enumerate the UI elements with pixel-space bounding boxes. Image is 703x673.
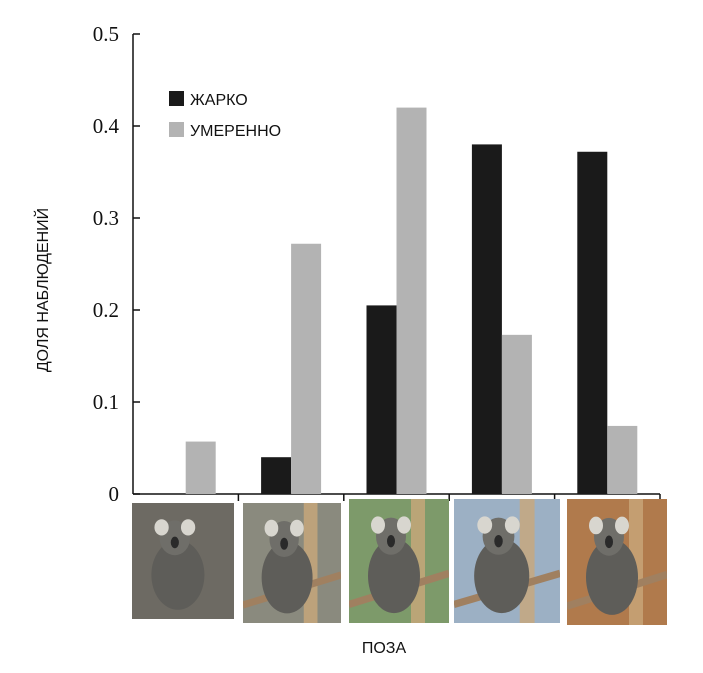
bars-group: [185, 107, 638, 494]
legend-swatch: [169, 122, 184, 137]
legend-label: УМЕРЕННО: [190, 123, 281, 140]
y-tick-label: 0.2: [93, 298, 119, 322]
koala-sitting-hunched-photo: [243, 503, 341, 623]
y-tick-label: 0.3: [93, 206, 119, 230]
y-tick-label: 0.1: [93, 390, 119, 414]
bar-moderate: [291, 243, 322, 494]
legend-swatch: [169, 91, 184, 106]
y-axis-title: ДОЛЯ НАБЛЮДЕНИЙ: [33, 208, 52, 372]
koala-upright-tree-photo: [349, 499, 449, 623]
bar-moderate: [501, 334, 532, 494]
bar-moderate: [185, 441, 216, 494]
koala-leaning-branch-photo: [454, 499, 560, 623]
bar-hot: [366, 305, 397, 494]
y-tick-label: 0.4: [93, 114, 120, 138]
legend: ЖАРКО УМЕРЕННО: [169, 91, 281, 140]
bar-moderate: [396, 107, 427, 494]
y-tick-label: 0: [109, 482, 120, 506]
bar-moderate: [607, 425, 638, 494]
bar-hot: [261, 457, 292, 494]
bar-hot: [577, 151, 608, 494]
koala-sprawled-fork-photo: [567, 499, 667, 625]
koala-curled-ball-photo: [132, 503, 234, 619]
y-axis: 0 0.1 0.2 0.3 0.4 0.5: [93, 22, 140, 506]
y-tick-label: 0.5: [93, 22, 119, 46]
x-axis-title: ПОЗА: [362, 640, 407, 657]
bar-hot: [471, 144, 502, 494]
legend-label: ЖАРКО: [190, 92, 248, 109]
